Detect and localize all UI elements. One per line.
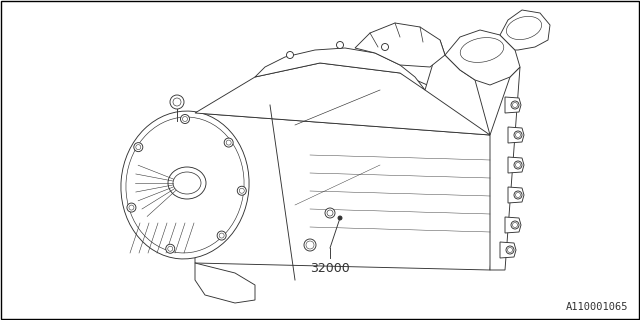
Circle shape: [337, 42, 344, 49]
Polygon shape: [195, 63, 490, 135]
Circle shape: [325, 208, 335, 218]
Circle shape: [287, 52, 294, 59]
Text: A110001065: A110001065: [566, 302, 628, 312]
Polygon shape: [195, 263, 255, 303]
Polygon shape: [505, 217, 521, 233]
Polygon shape: [500, 242, 516, 258]
Circle shape: [514, 161, 522, 169]
Circle shape: [170, 95, 184, 109]
Circle shape: [166, 244, 175, 253]
Polygon shape: [508, 127, 524, 143]
Circle shape: [224, 138, 233, 147]
Circle shape: [217, 231, 226, 240]
Circle shape: [180, 115, 189, 124]
Polygon shape: [508, 157, 524, 173]
Circle shape: [514, 131, 522, 139]
Polygon shape: [195, 113, 500, 270]
Circle shape: [134, 143, 143, 152]
Polygon shape: [505, 97, 521, 113]
Circle shape: [511, 221, 519, 229]
Polygon shape: [355, 23, 445, 67]
Circle shape: [127, 203, 136, 212]
Circle shape: [338, 216, 342, 220]
Circle shape: [506, 246, 514, 254]
Ellipse shape: [168, 167, 206, 199]
Polygon shape: [500, 10, 550, 50]
Polygon shape: [445, 30, 520, 85]
Polygon shape: [490, 67, 520, 270]
Polygon shape: [508, 187, 524, 203]
Circle shape: [304, 239, 316, 251]
Circle shape: [514, 191, 522, 199]
Circle shape: [237, 186, 246, 195]
Ellipse shape: [121, 111, 249, 259]
Circle shape: [511, 101, 519, 109]
Text: 32000: 32000: [310, 262, 350, 275]
Polygon shape: [255, 48, 425, 90]
Circle shape: [381, 44, 388, 51]
Polygon shape: [425, 40, 490, 135]
